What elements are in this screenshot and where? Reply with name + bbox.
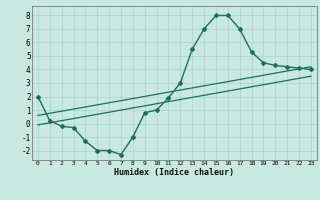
X-axis label: Humidex (Indice chaleur): Humidex (Indice chaleur) [115,168,234,177]
